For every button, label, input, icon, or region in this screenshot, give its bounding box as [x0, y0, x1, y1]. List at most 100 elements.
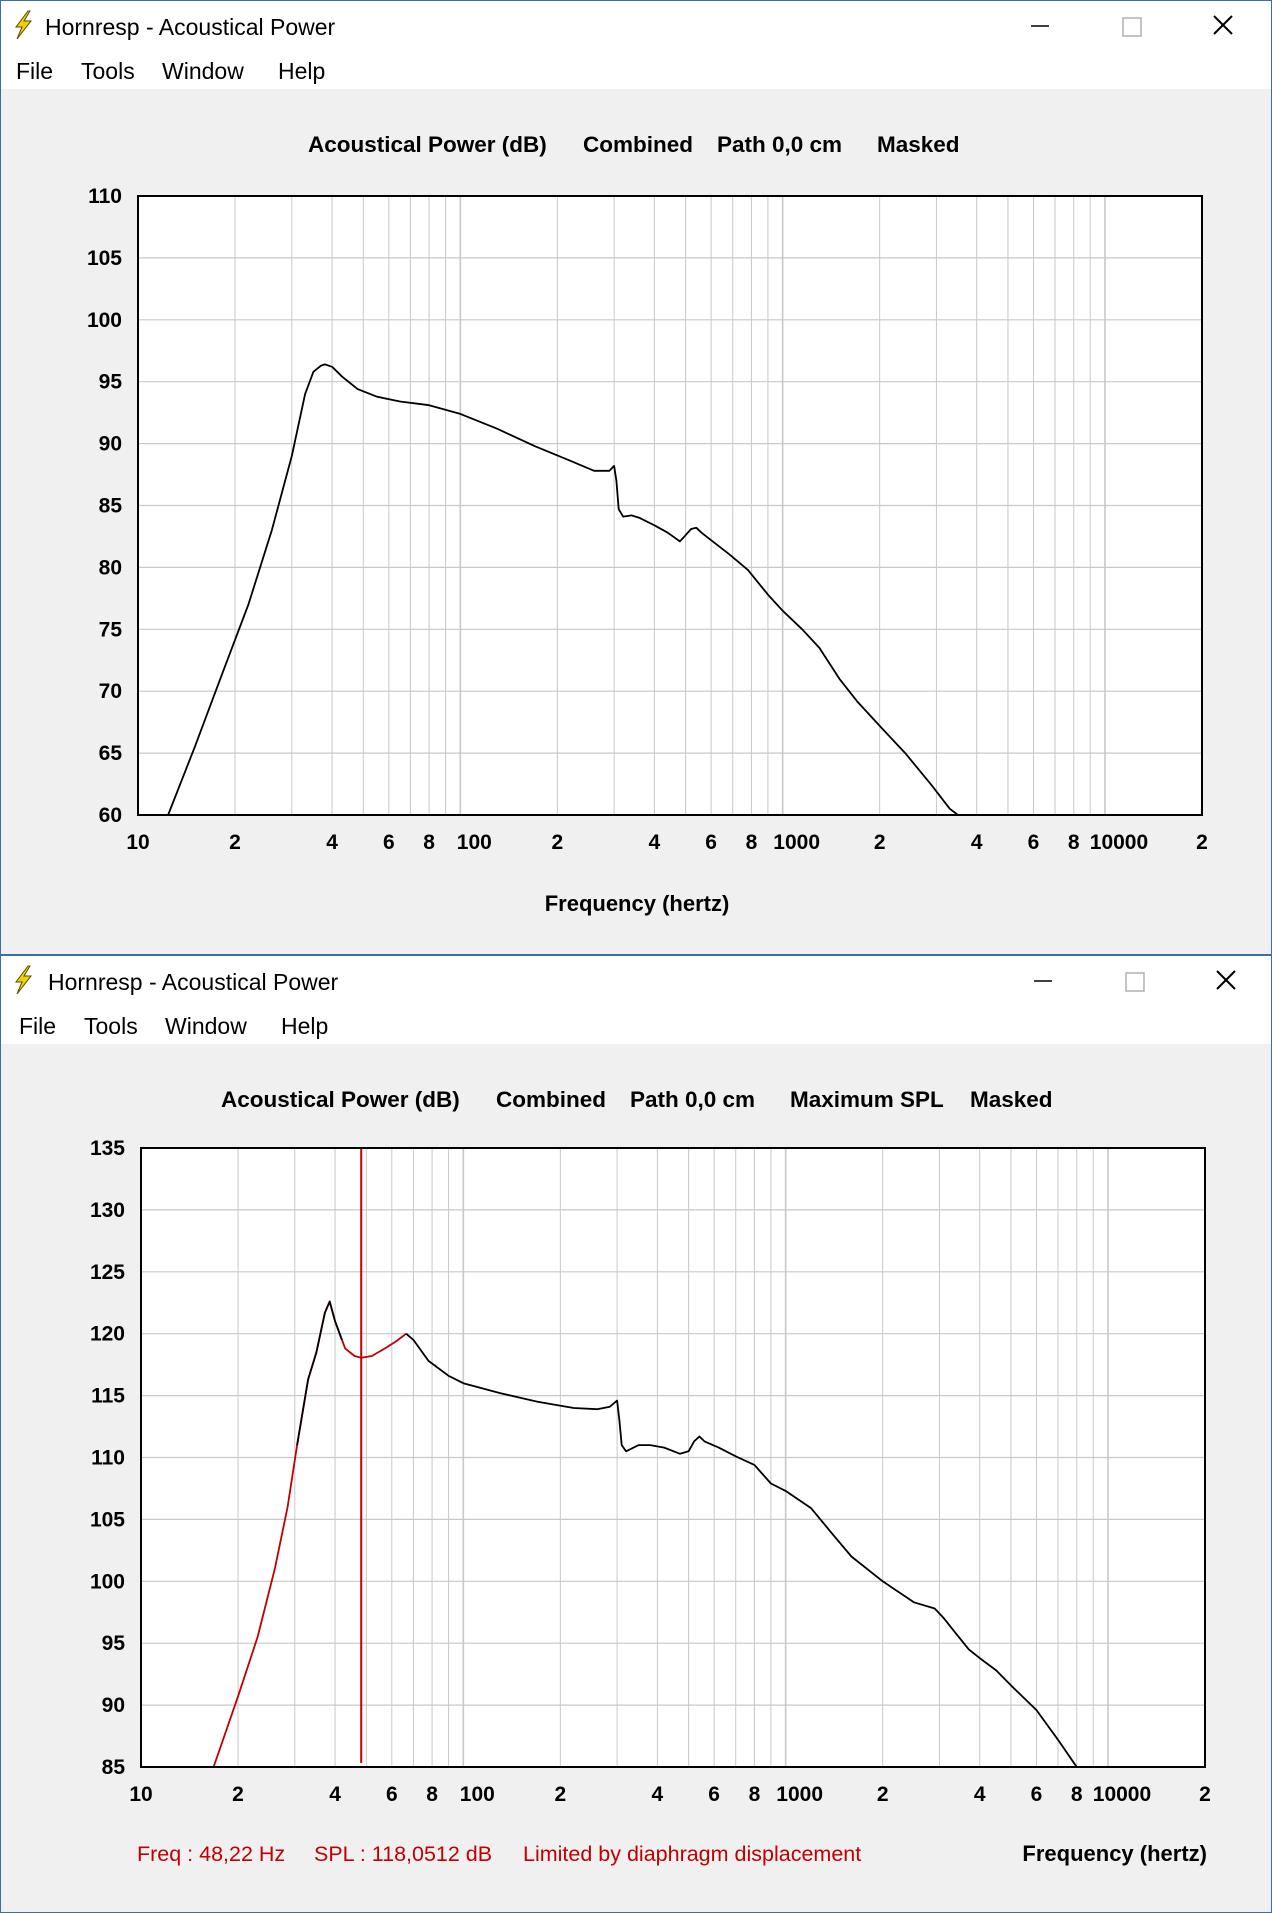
menu-help[interactable]: Help: [278, 58, 326, 84]
y-tick-label: 65: [99, 742, 123, 765]
y-tick-label: 80: [99, 556, 122, 579]
x-tick-labels: 10 2 4 6 8 100 2 4 6 8 1000 2 4 6 8 10000 2: [126, 831, 1208, 854]
x-axis-title: Frequency (hertz): [1022, 1841, 1207, 1866]
menu-file[interactable]: File: [19, 1013, 57, 1039]
series-line-0: [167, 363, 959, 816]
chart-area: Acoustical Power (dB) Combined Path 0,0 …: [1, 89, 1271, 954]
plot-frame: [140, 1147, 1206, 1768]
x-tick-label: 2: [552, 831, 564, 854]
window-title: Hornresp - Acoustical Power: [45, 14, 336, 40]
minimize-button[interactable]: [1017, 5, 1063, 45]
series-group: [212, 1300, 1078, 1768]
minimize-button[interactable]: [1020, 960, 1066, 1000]
x-tick-label: 2: [877, 1783, 889, 1806]
x-tick-label: 4: [329, 1783, 341, 1806]
menu-tools[interactable]: Tools: [81, 58, 135, 84]
minimize-icon: [1034, 980, 1052, 982]
x-axis-title: Frequency (hertz): [545, 891, 730, 916]
menu-help[interactable]: Help: [281, 1013, 329, 1039]
y-tick-labels: 85 90 95 100 105 110 115 120 125 130 135: [90, 1137, 125, 1779]
x-tick-label: 2: [1196, 831, 1208, 854]
header-acoustical-power: Acoustical Power (dB): [221, 1087, 460, 1112]
y-tick-label: 120: [90, 1323, 125, 1346]
maximize-button[interactable]: [1111, 960, 1157, 1000]
chart-svg: Acoustical Power (dB) Combined Path 0,0 …: [87, 132, 1208, 916]
x-tick-label: 4: [649, 831, 661, 854]
y-tick-label: 100: [90, 1570, 125, 1593]
y-tick-label: 75: [99, 618, 123, 641]
minimize-icon: [1031, 25, 1049, 27]
menu-tools[interactable]: Tools: [84, 1013, 138, 1039]
x-tick-label: 2: [229, 831, 241, 854]
y-tick-label: 60: [99, 804, 122, 827]
x-tick-label: 10000: [1093, 1783, 1151, 1806]
maximize-icon: [1122, 17, 1142, 37]
y-tick-label: 115: [91, 1385, 125, 1408]
status-limit: Limited by diaphragm displacement: [523, 1842, 861, 1866]
y-tick-label: 90: [99, 433, 122, 456]
close-button[interactable]: [1200, 5, 1246, 45]
plot-frame: [137, 195, 1203, 816]
y-tick-label: 90: [102, 1694, 125, 1717]
chart-area: Acoustical Power (dB) Combined Path 0,0 …: [1, 1044, 1271, 1912]
y-tick-label: 100: [87, 309, 122, 332]
x-tick-label: 4: [974, 1783, 986, 1806]
y-tick-label: 95: [102, 1632, 126, 1655]
x-tick-label: 10: [126, 831, 149, 854]
menu-file[interactable]: File: [16, 58, 54, 84]
grid: [141, 1148, 1205, 1767]
lightning-bolt-icon: [15, 965, 33, 995]
x-tick-label: 8: [1071, 1783, 1083, 1806]
x-tick-label: 2: [555, 1783, 567, 1806]
header-combined: Combined: [496, 1087, 606, 1112]
y-tick-label: 105: [87, 247, 122, 270]
y-tick-labels: 60 65 70 75 80 85 90 95 100 105 110: [87, 185, 122, 827]
window-acoustical-power-1: Hornresp - Acoustical Power File Tools W…: [0, 0, 1272, 955]
x-tick-label: 4: [652, 1783, 664, 1806]
header-maximum-spl: Maximum SPL: [790, 1087, 944, 1112]
y-tick-label: 110: [91, 1447, 125, 1470]
x-tick-labels: 10 2 4 6 8 100 2 4 6 8 1000 2 4 6 8 10000 2: [129, 1783, 1211, 1806]
x-tick-label: 8: [423, 831, 435, 854]
series-line-1: [296, 1300, 343, 1446]
x-tick-label: 1000: [776, 1783, 823, 1806]
chart-svg: Acoustical Power (dB) Combined Path 0,0 …: [90, 1087, 1211, 1866]
x-tick-label: 2: [874, 831, 886, 854]
y-tick-label: 105: [90, 1508, 125, 1531]
x-tick-label: 8: [746, 831, 758, 854]
x-tick-label: 100: [460, 1783, 495, 1806]
header-path: Path 0,0 cm: [717, 132, 842, 157]
title-bar[interactable]: Hornresp - Acoustical Power: [1, 956, 1271, 1006]
x-tick-label: 8: [426, 1783, 438, 1806]
y-tick-label: 85: [102, 1756, 126, 1779]
x-tick-label: 6: [705, 831, 717, 854]
maximize-button[interactable]: [1108, 5, 1154, 45]
y-tick-label: 135: [90, 1137, 125, 1160]
menu-window[interactable]: Window: [162, 58, 244, 84]
status-spl: SPL : 118,0512 dB: [314, 1842, 492, 1866]
x-tick-label: 2: [232, 1783, 244, 1806]
window-title: Hornresp - Acoustical Power: [48, 969, 339, 995]
status-frequency: Freq : 48,22 Hz: [137, 1842, 285, 1866]
y-tick-label: 70: [99, 680, 122, 703]
x-tick-label: 6: [708, 1783, 720, 1806]
x-tick-label: 10: [129, 1783, 152, 1806]
window-acoustical-power-2: Hornresp - Acoustical Power File Tools W…: [0, 955, 1272, 1913]
series-line-2: [405, 1333, 1078, 1768]
menu-bar: File Tools Window Help: [1, 1006, 1271, 1044]
x-tick-label: 8: [749, 1783, 761, 1806]
close-button[interactable]: [1203, 960, 1249, 1000]
x-tick-label: 4: [326, 831, 338, 854]
series-group: [167, 363, 959, 816]
x-tick-label: 10000: [1090, 831, 1148, 854]
x-tick-label: 100: [457, 831, 492, 854]
x-tick-label: 6: [383, 831, 395, 854]
header-masked: Masked: [877, 132, 960, 157]
title-bar[interactable]: Hornresp - Acoustical Power: [1, 1, 1271, 51]
header-combined: Combined: [583, 132, 693, 157]
x-tick-label: 6: [1028, 831, 1040, 854]
grid: [138, 196, 1202, 815]
x-tick-label: 6: [1031, 1783, 1043, 1806]
x-tick-label: 8: [1068, 831, 1080, 854]
menu-window[interactable]: Window: [165, 1013, 247, 1039]
